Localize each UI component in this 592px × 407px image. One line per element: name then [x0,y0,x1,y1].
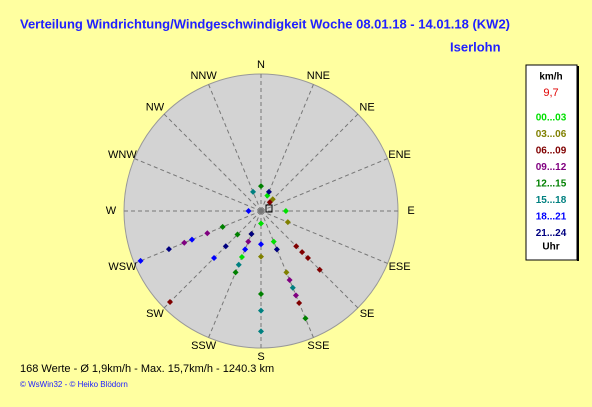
wind-point [284,219,291,226]
wind-point [188,236,195,243]
wind-point [245,238,252,245]
wind-point [137,257,144,264]
spoke [260,210,359,309]
wind-point [258,183,264,190]
direction-label: SW [146,308,164,320]
wind-point [165,246,172,253]
direction-label: ENE [388,149,411,161]
wind-point [289,284,296,291]
wind-point [258,253,264,260]
wind-point [270,238,277,245]
wind-point [245,208,252,214]
wind-point [273,246,280,253]
wind-point [293,243,300,250]
spoke [134,158,262,212]
legend-entry: 18...21 [536,212,567,223]
legend-entry: 09...12 [536,162,567,173]
location: Iserlohn [450,39,501,54]
wind-point [316,266,323,273]
direction-label: W [106,205,117,217]
legend-entry: 03...06 [536,129,567,140]
wind-point [302,315,309,322]
legend-footer: Uhr [542,242,559,253]
direction-label: NW [146,102,165,114]
direction-label: S [257,351,264,363]
spoke [260,158,388,212]
direction-label: SSW [191,340,217,352]
wind-point [283,269,290,276]
wind-point [250,188,257,195]
wind-point [258,220,264,227]
wind-point [299,249,306,256]
wind-point [235,261,242,268]
spoke [260,113,359,212]
direction-label: WNW [108,149,137,161]
wind-point [232,269,239,276]
wind-point [258,291,264,298]
wind-point [286,277,293,284]
wind-point [282,208,289,214]
center-marker [265,204,273,213]
legend-entry: 00...03 [536,113,567,124]
wind-point [234,231,241,238]
direction-label: ESE [389,261,411,273]
footer-stats: 168 Werte - Ø 1,9km/h - Max. 15,7km/h - … [20,363,274,375]
spoke [260,210,388,264]
spoke [163,210,262,309]
legend-entry: 21...24 [536,228,567,239]
wind-point [211,254,218,261]
wind-point [296,300,303,307]
direction-label: E [407,205,414,217]
wind-point [248,231,255,238]
legend-box [525,64,578,261]
legend-entry: 12...15 [536,179,567,190]
wind-point [238,254,245,261]
wind-point [304,254,311,261]
wind-point [292,292,299,299]
legend-value: 9,7 [543,87,558,99]
wind-point [258,241,264,248]
direction-label: SSE [307,340,329,352]
wind-point [166,299,173,306]
chart-title: Verteilung Windrichtung/Windgeschwindigk… [20,16,510,31]
wind-point [204,230,211,237]
wind-point [219,223,226,230]
legend-unit: km/h [539,72,562,83]
direction-label: SE [360,308,375,320]
wind-point [242,246,249,253]
wind-point [258,328,264,335]
wind-point [258,307,264,314]
legend-entry: 06...09 [536,146,567,157]
direction-label: WSW [108,261,137,273]
direction-label: NE [359,102,374,114]
wind-point [222,243,229,250]
legend-entry: 15...18 [536,195,567,206]
direction-label: N [257,59,265,71]
copyright: © WsWin32 - © Heiko Blödorn [20,380,128,389]
wind-point [266,199,273,206]
spoke [134,210,262,264]
wind-point [265,188,272,195]
spoke [163,113,262,212]
direction-label: NNW [190,70,217,82]
direction-label: NNE [307,70,330,82]
wind-point [181,239,188,246]
